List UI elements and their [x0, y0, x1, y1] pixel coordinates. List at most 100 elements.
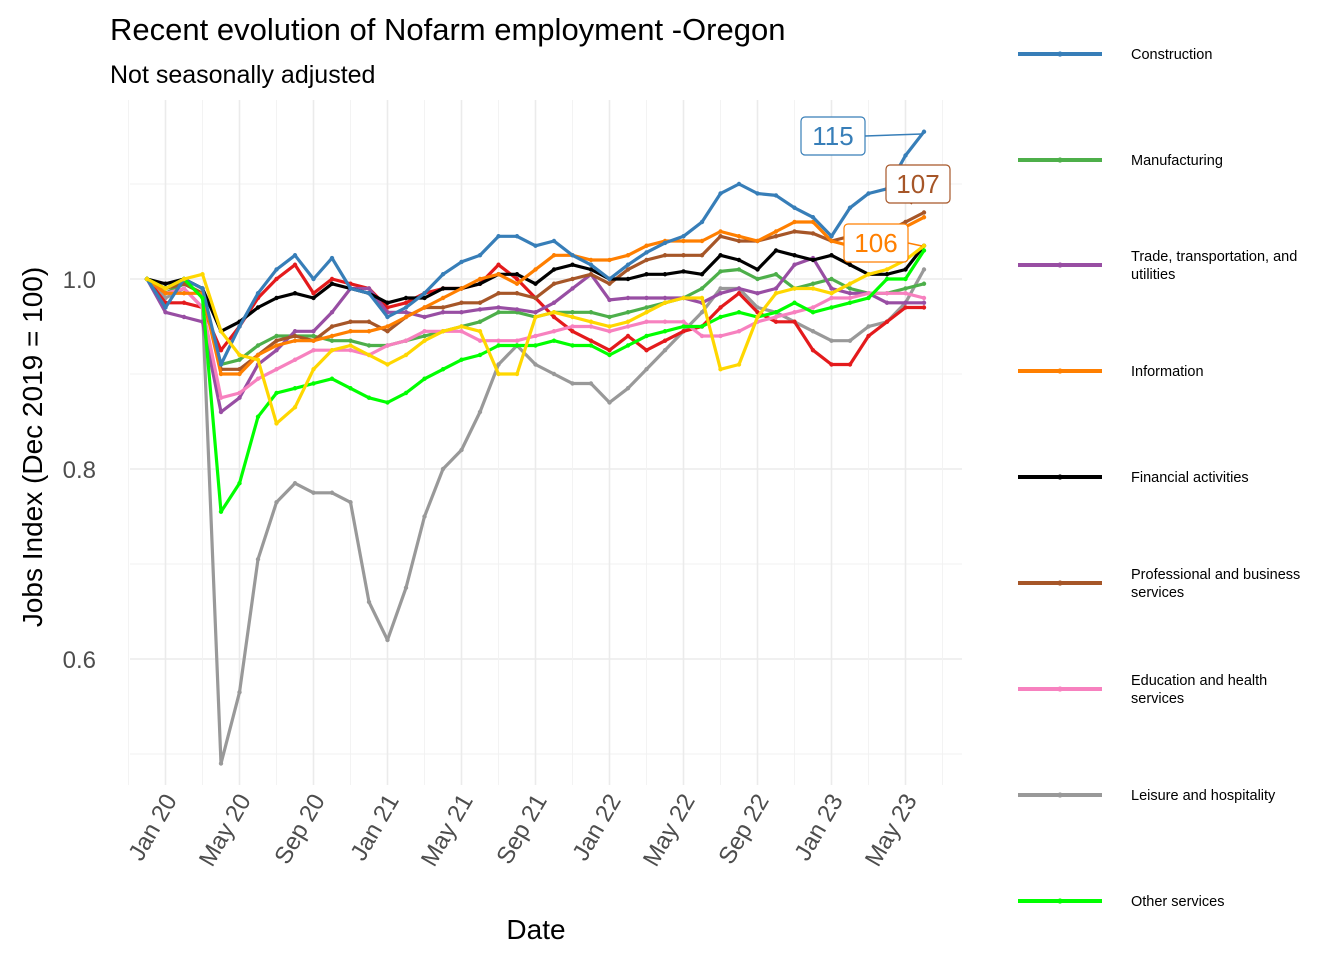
- data-point: [681, 329, 686, 334]
- data-point: [570, 286, 575, 291]
- data-point: [718, 234, 723, 239]
- data-point: [329, 338, 335, 343]
- data-point: [718, 314, 723, 320]
- x-axis-title: Date: [506, 914, 565, 945]
- data-point: [533, 295, 538, 301]
- data-point: [903, 219, 908, 225]
- data-point: [403, 352, 409, 358]
- data-point: [533, 267, 538, 272]
- data-point: [163, 305, 168, 310]
- y-axis-title: Jobs Index (Dec 2019 = 100): [17, 267, 48, 627]
- data-point: [681, 253, 686, 258]
- data-point: [588, 262, 594, 267]
- data-point: [625, 333, 631, 339]
- data-point: [440, 310, 446, 315]
- data-point: [921, 215, 927, 220]
- data-point: [218, 395, 224, 400]
- data-point: [773, 248, 779, 253]
- data-point: [662, 348, 668, 353]
- data-point: [773, 193, 779, 198]
- grid: [128, 100, 962, 785]
- data-point: [847, 291, 853, 296]
- data-point: [736, 329, 742, 334]
- data-point: [385, 300, 390, 305]
- data-point: [292, 357, 298, 362]
- data-point: [662, 319, 668, 324]
- data-point: [459, 300, 464, 305]
- end-label-2: 106: [843, 223, 923, 263]
- data-point: [440, 305, 446, 310]
- data-point: [551, 371, 557, 377]
- data-point: [551, 253, 557, 258]
- data-point: [607, 324, 612, 329]
- data-point: [385, 637, 390, 643]
- data-point: [237, 352, 242, 358]
- data-point: [514, 291, 520, 296]
- data-point: [163, 286, 168, 291]
- data-point: [477, 319, 483, 324]
- x-tick-label-7: May 22: [638, 790, 701, 872]
- data-point: [440, 272, 446, 277]
- legend-swatch-point: [1057, 51, 1063, 57]
- data-point: [514, 276, 520, 282]
- data-point: [422, 291, 427, 296]
- data-point: [662, 272, 668, 277]
- data-point: [274, 421, 279, 426]
- data-point: [292, 481, 298, 486]
- data-point: [329, 310, 335, 315]
- data-point: [496, 371, 501, 377]
- end-label-text: 107: [896, 169, 939, 199]
- data-point: [625, 262, 631, 267]
- data-point: [385, 400, 390, 405]
- data-point: [422, 514, 427, 519]
- data-point: [533, 333, 538, 339]
- data-point: [366, 395, 372, 400]
- x-tick-label-3: Jan 21: [345, 790, 404, 866]
- data-point: [810, 231, 816, 236]
- data-point: [533, 310, 538, 315]
- data-point: [736, 291, 742, 296]
- data-point: [866, 291, 871, 296]
- data-point: [274, 338, 279, 343]
- data-point: [551, 329, 557, 334]
- data-point: [329, 376, 335, 381]
- data-point: [810, 215, 816, 220]
- legend-label: Other services: [1131, 894, 1224, 910]
- data-point: [644, 305, 649, 310]
- data-point: [422, 329, 427, 334]
- data-point: [570, 324, 575, 329]
- legend-item-5: Professional and business services: [1018, 567, 1300, 601]
- data-point: [607, 314, 612, 320]
- data-point: [570, 276, 575, 282]
- data-point: [718, 291, 723, 296]
- end-label-box: [885, 164, 951, 204]
- series-10: [144, 243, 927, 426]
- data-point: [496, 272, 501, 277]
- data-point: [274, 295, 279, 301]
- data-point: [718, 253, 723, 258]
- data-point: [644, 367, 649, 372]
- data-point: [607, 329, 612, 334]
- data-point: [255, 414, 261, 419]
- data-point: [681, 234, 686, 239]
- data-point: [477, 338, 483, 343]
- data-point: [921, 295, 927, 301]
- data-point: [459, 447, 464, 453]
- data-point: [570, 381, 575, 386]
- data-point: [348, 338, 353, 343]
- data-point: [681, 324, 686, 329]
- data-point: [403, 295, 409, 301]
- legend-label: Leisure and hospitality: [1131, 788, 1276, 804]
- data-point: [292, 253, 298, 258]
- data-point: [847, 286, 853, 291]
- data-point: [496, 343, 501, 348]
- data-point: [514, 234, 520, 239]
- legend-swatch-point: [1057, 474, 1063, 480]
- x-tick-label-1: May 20: [194, 790, 257, 872]
- data-point: [625, 319, 631, 324]
- data-point: [311, 367, 316, 372]
- data-point: [348, 286, 353, 291]
- data-point: [274, 390, 279, 396]
- data-point: [514, 371, 520, 377]
